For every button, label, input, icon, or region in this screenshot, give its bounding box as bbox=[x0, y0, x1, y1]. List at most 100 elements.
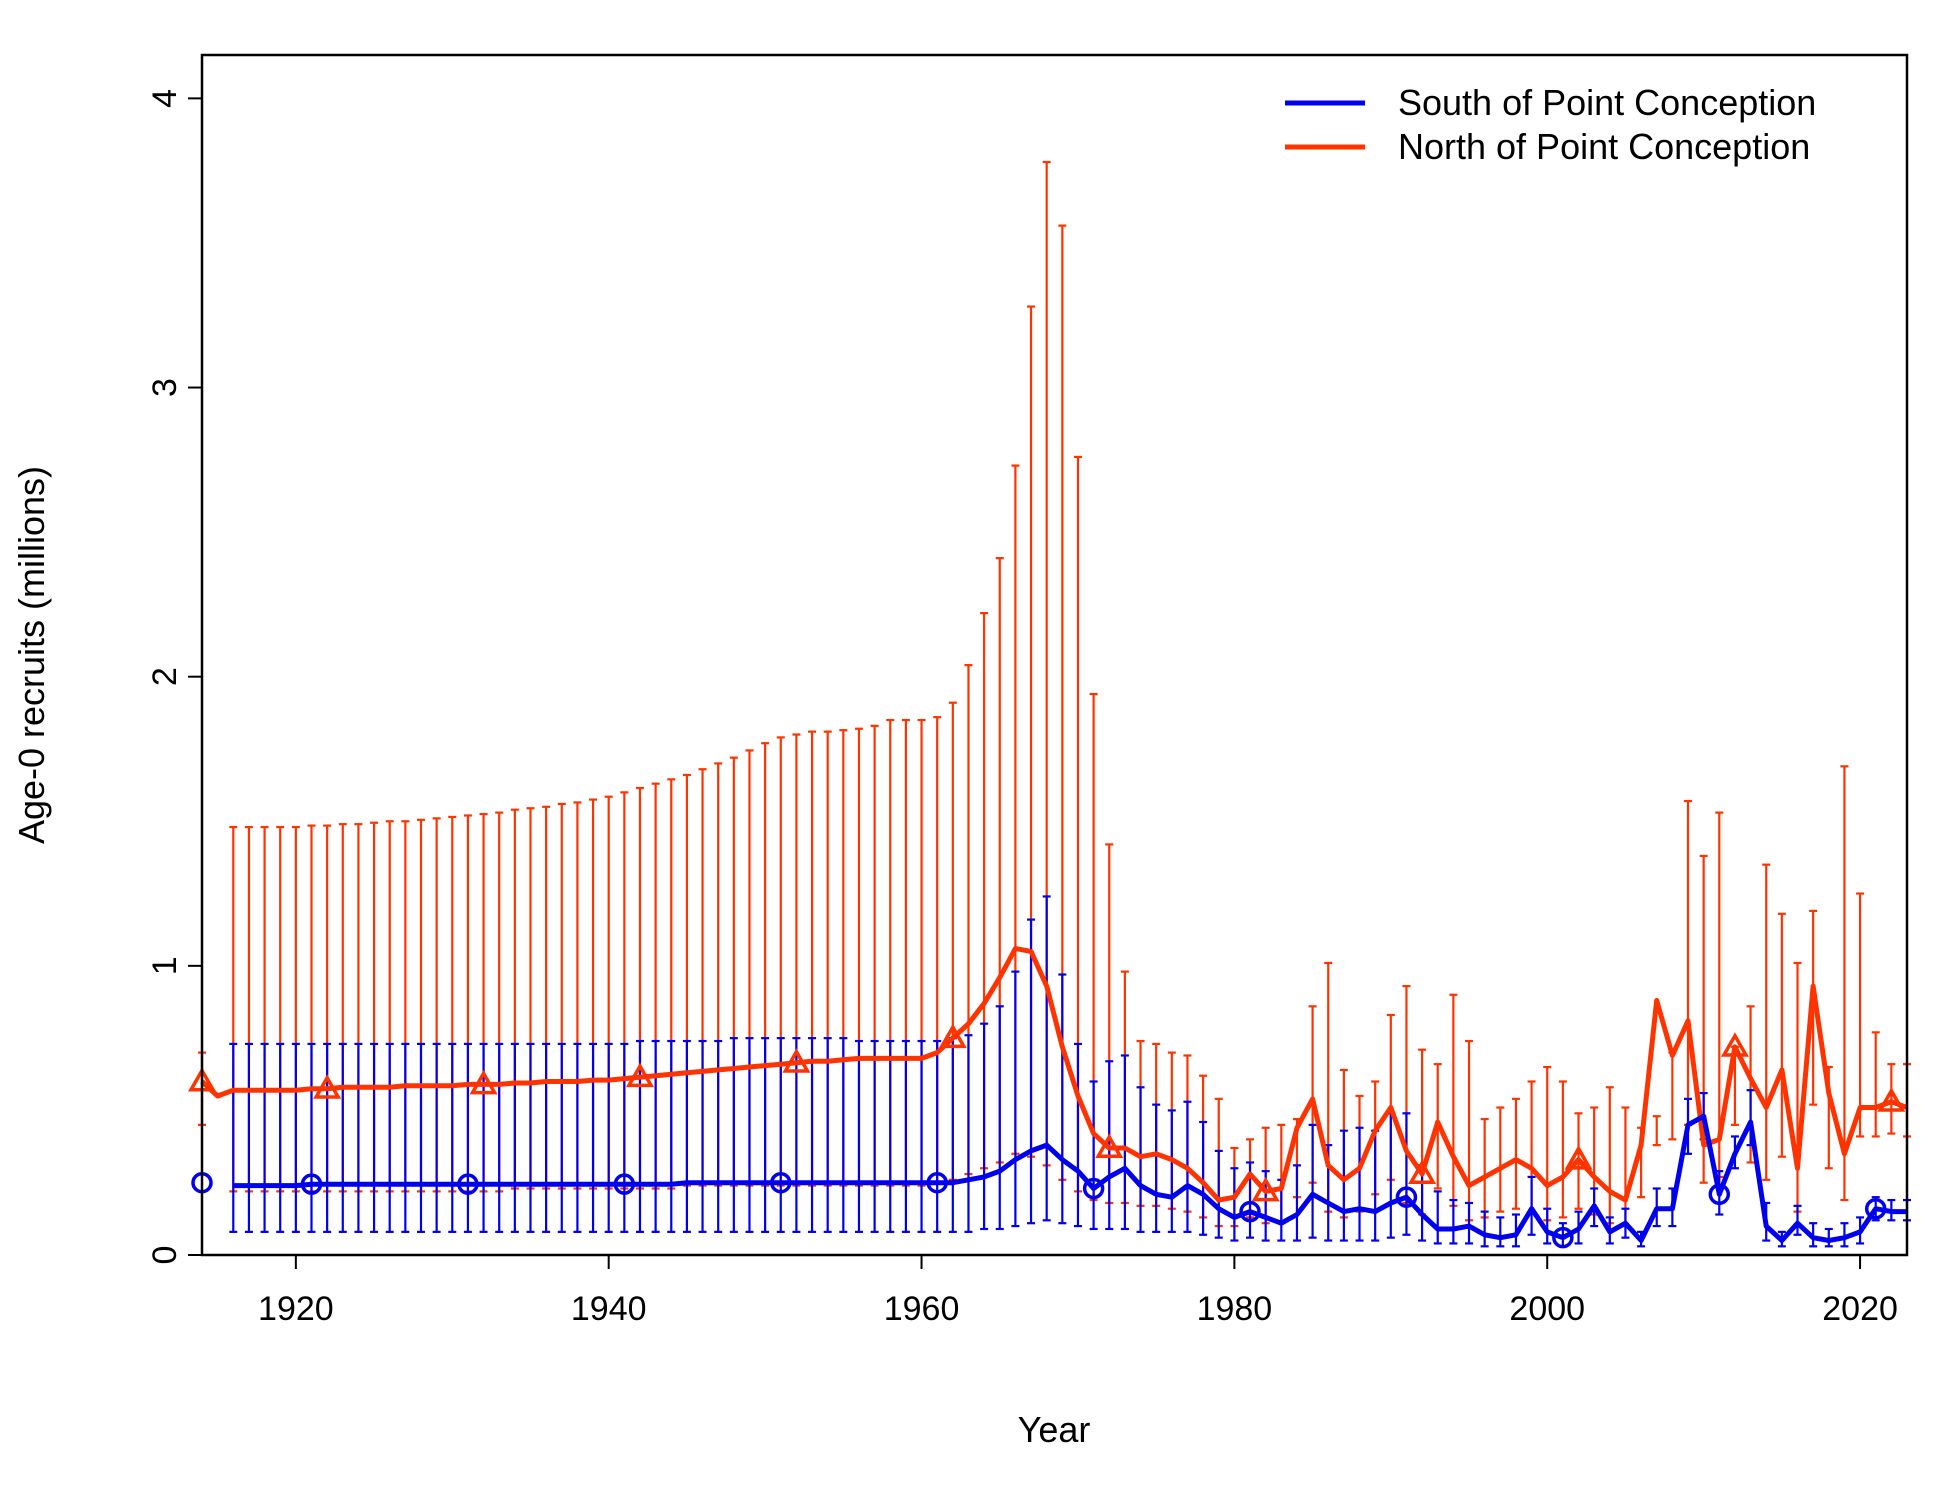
north-marker-1992 bbox=[1408, 1159, 1437, 1185]
south-errorbar-1933 bbox=[495, 1042, 504, 1233]
south-errorbar-1999 bbox=[1527, 1175, 1536, 1236]
north-marker-2002 bbox=[1564, 1145, 1593, 1170]
south-errorbar-1965 bbox=[995, 1005, 1004, 1231]
y-tick-label-4: 4 bbox=[146, 89, 184, 108]
y-tick-label-2: 2 bbox=[146, 667, 184, 686]
south-errorbar-1993 bbox=[1433, 1190, 1442, 1245]
south-errorbar-1975 bbox=[1152, 1103, 1161, 1233]
south-errorbar-1919 bbox=[276, 1042, 285, 1233]
north-marker-1922 bbox=[313, 1074, 342, 1099]
south-errorbar-1916 bbox=[229, 1042, 238, 1233]
south-errorbar-1964 bbox=[980, 1022, 989, 1231]
south-errorbar-1956 bbox=[854, 1039, 863, 1233]
south-marker-2001 bbox=[1552, 1226, 1574, 1249]
south-errorbar-1991 bbox=[1402, 1112, 1411, 1236]
north-errorbar-2022 bbox=[1887, 1063, 1896, 1135]
south-marker-2021 bbox=[1864, 1197, 1887, 1220]
south-errorbar-1958 bbox=[886, 1039, 895, 1233]
south-errorbar-1987 bbox=[1339, 1129, 1348, 1242]
south-marker-1921 bbox=[300, 1173, 323, 1195]
south-errorbar-1938 bbox=[573, 1042, 582, 1233]
north-errorbar-2015 bbox=[1777, 912, 1786, 1158]
south-errorbar-1955 bbox=[839, 1037, 848, 1233]
south-errorbar-1968 bbox=[1042, 895, 1051, 1222]
north-errorbar-2001 bbox=[1558, 1080, 1567, 1219]
x-tick-label-1920: 1920 bbox=[258, 1290, 334, 1328]
south-marker-1941 bbox=[613, 1173, 636, 1195]
south-errorbar-1949 bbox=[745, 1037, 754, 1233]
north-marker-1952 bbox=[782, 1048, 811, 1073]
south-errorbar-1934 bbox=[510, 1042, 519, 1233]
south-marker-1991 bbox=[1395, 1186, 1418, 1208]
south-marker-1961 bbox=[926, 1171, 948, 1194]
south-errorbar-1926 bbox=[385, 1042, 394, 1233]
south-errorbar-1974 bbox=[1136, 1086, 1145, 1233]
x-axis: 1920 1940 1960 1980 2000 2020 bbox=[258, 1255, 1898, 1328]
south-marker-1971 bbox=[1082, 1177, 1105, 1200]
north-errorbar-1997 bbox=[1496, 1106, 1505, 1213]
south-errorbar-1921 bbox=[307, 1042, 316, 1233]
south-errorbar-1917 bbox=[244, 1042, 253, 1233]
south-errorbar-1941 bbox=[620, 1042, 629, 1233]
south-errorbar-1929 bbox=[432, 1042, 441, 1233]
south-errorbar-1995 bbox=[1465, 1201, 1474, 1245]
south-errorbar-2018 bbox=[1824, 1227, 1833, 1248]
x-tick-label-1980: 1980 bbox=[1197, 1290, 1273, 1328]
south-errorbar-1951 bbox=[776, 1037, 785, 1233]
north-marker-2012 bbox=[1720, 1032, 1749, 1057]
south-errorbar-1979 bbox=[1214, 1149, 1223, 1239]
south-errorbar-1918 bbox=[260, 1042, 269, 1233]
south-errorbar-1942 bbox=[635, 1039, 644, 1233]
legend-item-south: South of Point Conception bbox=[1285, 82, 1816, 123]
y-tick-label-1: 1 bbox=[146, 956, 184, 975]
legend-item-north: North of Point Conception bbox=[1285, 126, 1810, 167]
south-errorbar-1985 bbox=[1308, 1123, 1317, 1239]
south-series-line bbox=[233, 1113, 1907, 1243]
south-marker-1981 bbox=[1239, 1200, 1261, 1223]
south-errorbar-1947 bbox=[714, 1039, 723, 1233]
north-errorbar-1998 bbox=[1511, 1097, 1520, 1210]
north-marker-2022 bbox=[1877, 1087, 1906, 1112]
south-errorbar-1961 bbox=[933, 1039, 942, 1233]
south-errorbar-1923 bbox=[338, 1042, 347, 1233]
south-errorbar-1927 bbox=[401, 1042, 410, 1233]
north-errorbar-2020 bbox=[1856, 892, 1865, 1138]
south-errorbar-2019 bbox=[1840, 1222, 1849, 1248]
legend-label-north: North of Point Conception bbox=[1398, 126, 1810, 167]
series-markers bbox=[187, 1023, 1906, 1249]
south-errorbar-1970 bbox=[1073, 1042, 1082, 1228]
south-errorbar-1954 bbox=[823, 1037, 832, 1233]
north-marker-1962 bbox=[938, 1023, 967, 1049]
south-errorbar-1973 bbox=[1120, 1054, 1129, 1231]
south-marker-1931 bbox=[457, 1173, 479, 1195]
south-marker-2011 bbox=[1708, 1183, 1731, 1206]
south-errorbar-1988 bbox=[1355, 1126, 1364, 1242]
x-axis-label: Year bbox=[1018, 1409, 1091, 1450]
plot-frame bbox=[200, 53, 1909, 1257]
y-axis-label: Age-0 recruits (millions) bbox=[11, 466, 52, 844]
south-errorbar-1969 bbox=[1058, 973, 1067, 1225]
south-errorbar-1966 bbox=[1011, 970, 1020, 1228]
south-errorbar-1936 bbox=[542, 1042, 551, 1233]
north-series-line bbox=[200, 946, 1908, 1203]
x-tick-label-2020: 2020 bbox=[1822, 1290, 1898, 1328]
south-errorbar-2000 bbox=[1543, 1207, 1552, 1245]
x-tick-label-2000: 2000 bbox=[1509, 1290, 1585, 1328]
south-errorbar-1920 bbox=[291, 1042, 300, 1233]
y-tick-label-3: 3 bbox=[146, 378, 184, 397]
south-errorbar-1935 bbox=[526, 1042, 535, 1233]
south-errorbar-1924 bbox=[354, 1042, 363, 1233]
north-marker-1942 bbox=[625, 1062, 654, 1088]
south-errorbar-1957 bbox=[870, 1039, 879, 1233]
south-errorbar-1967 bbox=[1027, 918, 1036, 1225]
south-errorbar-1996 bbox=[1480, 1210, 1489, 1248]
north-marker-1932 bbox=[469, 1069, 498, 1095]
south-errorbar-1984 bbox=[1292, 1164, 1301, 1242]
south-errorbar-1937 bbox=[557, 1042, 566, 1233]
south-errorbar-1950 bbox=[761, 1037, 770, 1233]
south-errorbar-1940 bbox=[604, 1042, 613, 1233]
north-errorbar-2019 bbox=[1840, 765, 1849, 1202]
south-errorbar-1953 bbox=[808, 1037, 817, 1233]
south-errorbar-1978 bbox=[1199, 1120, 1208, 1236]
